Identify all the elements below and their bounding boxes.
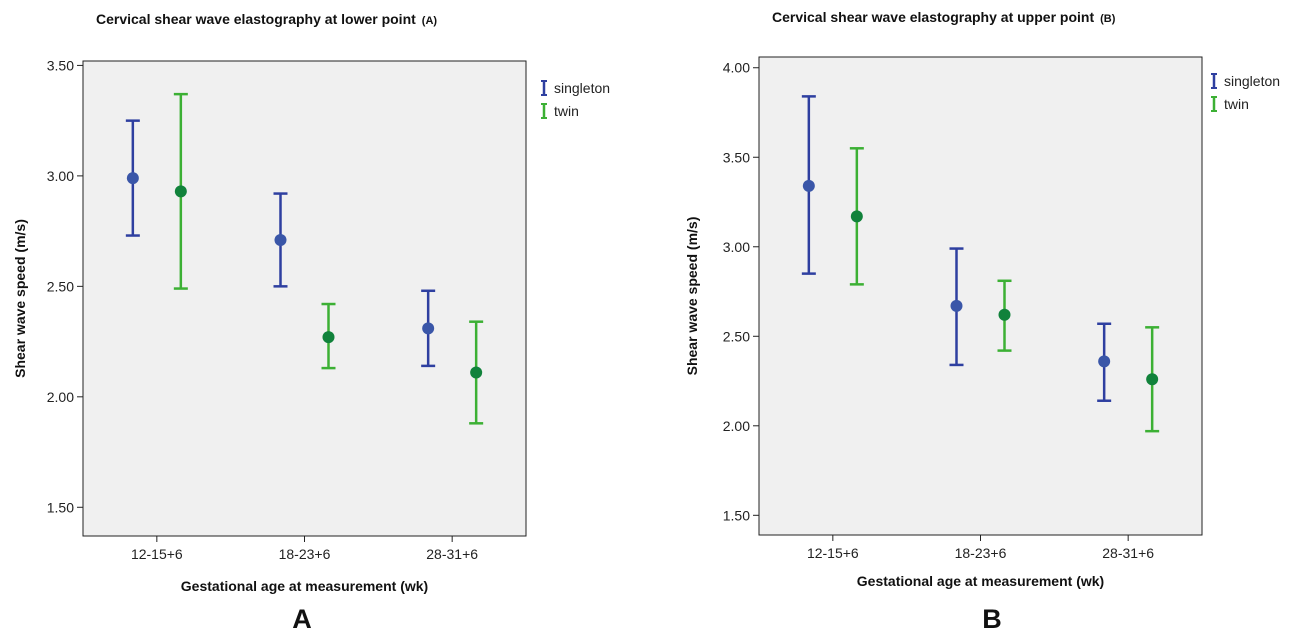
y-tick-label: 2.00 xyxy=(47,389,74,405)
twin-mean-point xyxy=(998,308,1011,321)
singleton-mean-point xyxy=(274,233,287,246)
singleton-mean-point xyxy=(950,299,963,312)
x-tick-label: 18-23+6 xyxy=(955,545,1007,561)
twin-mean-point xyxy=(850,210,863,223)
y-tick-label: 1.50 xyxy=(47,499,74,515)
y-tick-label: 3.00 xyxy=(47,168,74,184)
y-tick-label: 2.50 xyxy=(723,328,750,344)
twin-mean-point xyxy=(322,331,335,344)
twin-mean-point xyxy=(1146,373,1159,386)
legend-singleton-label: singleton xyxy=(554,80,610,96)
y-tick-label: 3.50 xyxy=(47,57,74,73)
chart-title-tag: (A) xyxy=(422,15,438,27)
chart-title: Cervical shear wave elastography at uppe… xyxy=(772,9,1094,25)
legend-twin-label: twin xyxy=(1224,96,1249,112)
panel-letter: A xyxy=(292,604,312,631)
y-tick-label: 1.50 xyxy=(723,507,750,523)
singleton-mean-point xyxy=(126,172,139,185)
x-tick-label: 18-23+6 xyxy=(279,546,331,562)
y-tick-label: 3.50 xyxy=(723,149,750,165)
x-tick-label: 28-31+6 xyxy=(1102,545,1154,561)
y-axis-title: Shear wave speed (m/s) xyxy=(12,219,28,378)
panel-letter: B xyxy=(982,604,1002,631)
singleton-mean-point xyxy=(422,322,435,335)
plot-area xyxy=(82,60,527,537)
legend-singleton-label: singleton xyxy=(1224,73,1280,89)
plot-area xyxy=(758,56,1203,536)
chart-panel-a: Cervical shear wave elastography at lowe… xyxy=(12,11,610,631)
y-tick-label: 3.00 xyxy=(723,239,750,255)
twin-mean-point xyxy=(470,366,483,379)
singleton-mean-point xyxy=(1098,355,1111,368)
y-tick-label: 2.50 xyxy=(47,278,74,294)
chart-title: Cervical shear wave elastography at lowe… xyxy=(96,11,416,27)
x-axis-title: Gestational age at measurement (wk) xyxy=(181,578,428,594)
chart-title-tag: (B) xyxy=(1100,13,1116,25)
y-tick-label: 4.00 xyxy=(723,60,750,76)
x-tick-label: 12-15+6 xyxy=(807,545,859,561)
chart-panel-b: Cervical shear wave elastography at uppe… xyxy=(684,9,1280,631)
x-tick-label: 28-31+6 xyxy=(426,546,478,562)
singleton-mean-point xyxy=(802,179,815,192)
legend-twin-label: twin xyxy=(554,103,579,119)
x-tick-label: 12-15+6 xyxy=(131,546,183,562)
y-tick-label: 2.00 xyxy=(723,418,750,434)
y-axis-title: Shear wave speed (m/s) xyxy=(684,217,700,376)
x-axis-title: Gestational age at measurement (wk) xyxy=(857,573,1104,589)
twin-mean-point xyxy=(174,185,187,198)
